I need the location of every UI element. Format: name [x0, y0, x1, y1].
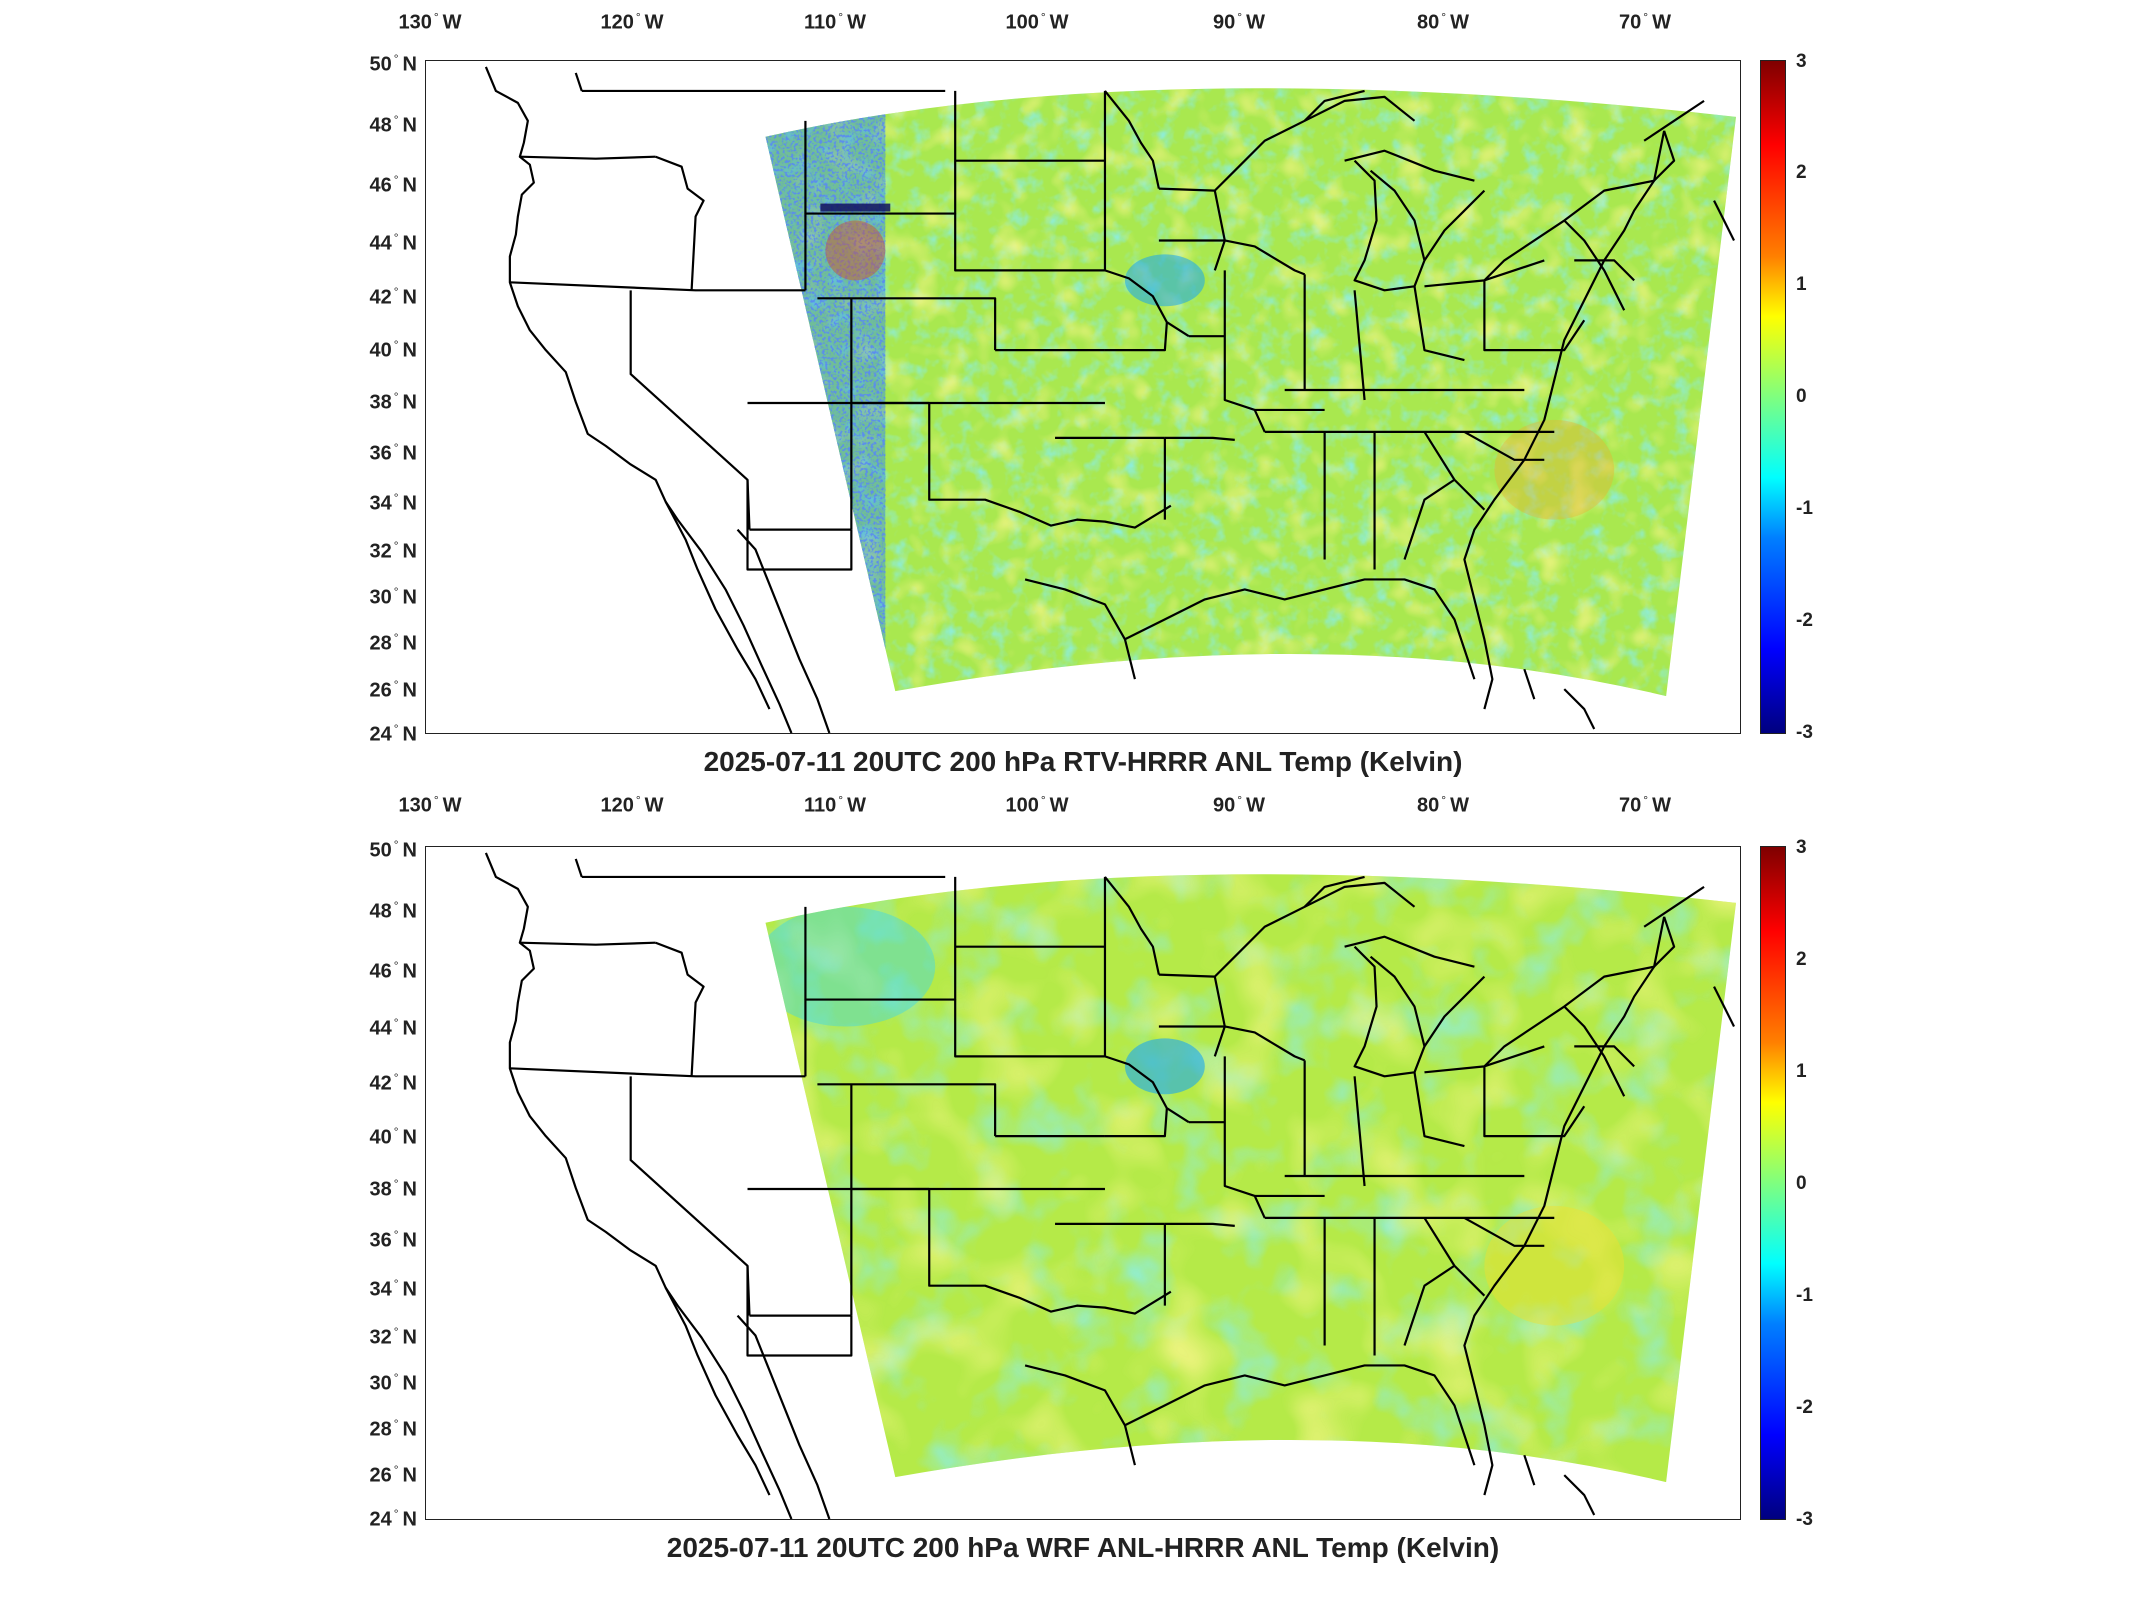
lat-label: 40 ° N	[369, 1124, 417, 1149]
colorbar-tick: -1	[1796, 1285, 1813, 1306]
lat-label: 40 ° N	[369, 337, 417, 362]
panel-title: 2025-07-11 20UTC 200 hPa RTV-HRRR ANL Te…	[703, 746, 1463, 777]
lat-label: 38 ° N	[369, 389, 417, 414]
colorbar-tick: 0	[1796, 1173, 1807, 1194]
lat-label: 42 ° N	[369, 284, 417, 309]
colorbar-tick: 3	[1796, 837, 1807, 858]
lat-label: 44 ° N	[369, 1015, 417, 1040]
lat-label: 28 ° N	[369, 1416, 417, 1441]
colorbar-tick: -3	[1796, 722, 1813, 743]
lat-label: 34 ° N	[369, 1276, 417, 1301]
lon-label: 130 ° W	[398, 793, 462, 817]
lat-label: 32 ° N	[369, 538, 417, 563]
lat-label: 28 ° N	[369, 630, 417, 655]
lon-label: 70 ° W	[1619, 10, 1671, 34]
panel-title: 2025-07-11 20UTC 200 hPa WRF ANL-HRRR AN…	[666, 1532, 1500, 1563]
lon-label: 100 ° W	[1005, 10, 1069, 34]
colorbar-tick: 3	[1796, 51, 1807, 72]
west-cold-specks	[765, 88, 886, 697]
lat-label: 48 ° N	[369, 112, 417, 137]
lon-label: 80 ° W	[1417, 793, 1469, 817]
anomaly-field	[765, 874, 1737, 1483]
warm-spot-atlantic	[1494, 419, 1615, 520]
lat-label: 36 ° N	[369, 1227, 417, 1252]
lon-label: 130 ° W	[398, 10, 462, 34]
lat-label: 24 ° N	[369, 721, 417, 746]
map-area	[425, 846, 1741, 1520]
field-warm-variation	[765, 874, 1737, 1483]
lon-label: 90 ° W	[1213, 793, 1265, 817]
lat-label: 50 ° N	[369, 51, 417, 76]
colorbar-tick: 1	[1796, 274, 1807, 295]
lat-label: 34 ° N	[369, 490, 417, 515]
lat-label: 44 ° N	[369, 230, 417, 255]
cool-spot-iowa	[1124, 254, 1205, 307]
lon-label: 90 ° W	[1213, 10, 1265, 34]
warm-spot	[825, 220, 886, 281]
colorbar	[1760, 60, 1786, 734]
lon-label: 70 ° W	[1619, 793, 1671, 817]
lat-label: 48 ° N	[369, 898, 417, 923]
state-boundaries	[484, 66, 1735, 733]
colorbar-tick: -1	[1796, 498, 1813, 519]
lat-label: 46 ° N	[369, 172, 417, 197]
colorbar-tick: -2	[1796, 1397, 1813, 1418]
colorbar-tick: 1	[1796, 1061, 1807, 1082]
cool-area-northwest	[765, 906, 936, 1027]
cold-streak	[820, 203, 891, 212]
lat-label: 42 ° N	[369, 1070, 417, 1095]
lat-label: 30 ° N	[369, 584, 417, 609]
lat-label: 30 ° N	[369, 1370, 417, 1395]
colorbar-tick: -2	[1796, 610, 1813, 631]
lat-label: 38 ° N	[369, 1176, 417, 1201]
lat-label: 26 ° N	[369, 677, 417, 702]
lat-label: 46 ° N	[369, 958, 417, 983]
colorbar	[1760, 846, 1786, 1520]
colorbar-tick: 2	[1796, 162, 1807, 183]
map-svg	[484, 66, 1737, 733]
lon-label: 120 ° W	[600, 10, 664, 34]
lon-label: 100 ° W	[1005, 793, 1069, 817]
lat-label: 32 ° N	[369, 1324, 417, 1349]
lat-label: 50 ° N	[369, 837, 417, 862]
warm-spot-atlantic	[1484, 1205, 1625, 1326]
map-svg	[484, 852, 1737, 1519]
colorbar-tick: 0	[1796, 386, 1807, 407]
anomaly-field	[765, 88, 1737, 697]
lon-label: 110 ° W	[804, 793, 866, 817]
lat-label: 24 ° N	[369, 1506, 417, 1531]
lat-label: 26 ° N	[369, 1462, 417, 1487]
field-warm-variation	[765, 88, 1737, 697]
lon-label: 80 ° W	[1417, 10, 1469, 34]
lat-label: 36 ° N	[369, 440, 417, 465]
state-boundaries	[484, 852, 1735, 1519]
colorbar-tick: 2	[1796, 949, 1807, 970]
lon-label: 110 ° W	[804, 10, 866, 34]
lon-label: 120 ° W	[600, 793, 664, 817]
colorbar-tick: -3	[1796, 1509, 1813, 1530]
cool-spot-iowa	[1124, 1038, 1205, 1095]
map-area	[425, 60, 1741, 734]
